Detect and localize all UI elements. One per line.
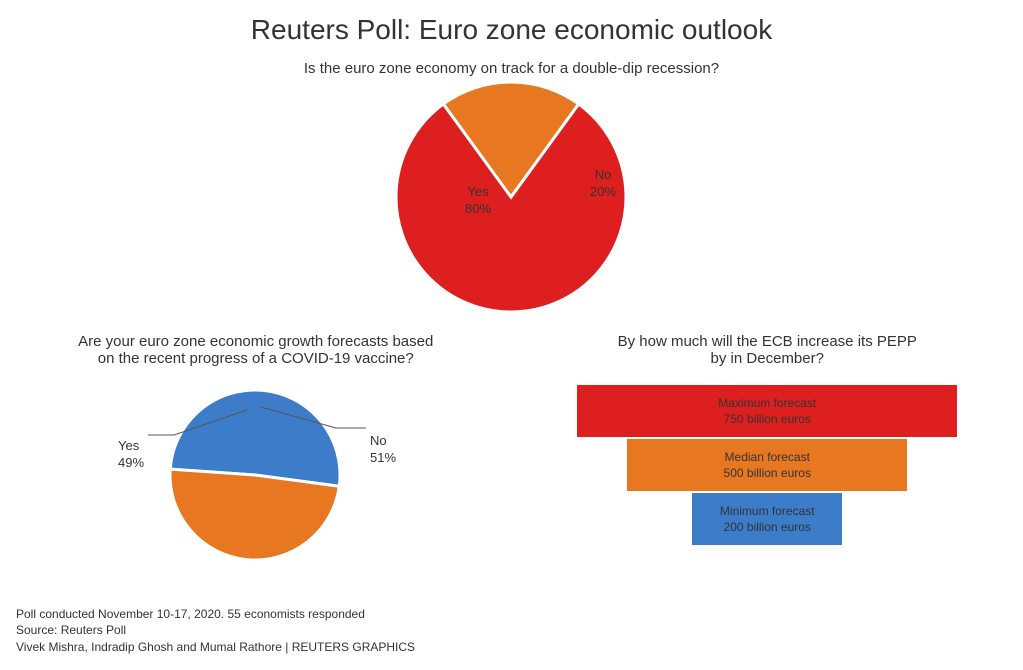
funnel-row-title: Median forecast bbox=[725, 449, 810, 465]
funnel-row-title: Maximum forecast bbox=[718, 395, 816, 411]
funnel-row-0: Maximum forecast750 billion euros bbox=[577, 385, 957, 437]
slice-label-yes: Yes 80% bbox=[465, 184, 491, 218]
pie1-chart: Yes 80% No 20% bbox=[0, 77, 1023, 315]
funnel-row-value: 500 billion euros bbox=[724, 465, 811, 481]
slice-ext-label-no: No 51% bbox=[370, 433, 396, 467]
funnel-row-1: Median forecast500 billion euros bbox=[627, 439, 907, 491]
funnel-chart: Maximum forecast750 billion eurosMedian … bbox=[577, 385, 957, 545]
funnel-question: By how much will the ECB increase its PE… bbox=[512, 333, 1023, 367]
slice-ext-label-yes: Yes 49% bbox=[118, 438, 144, 472]
slice-label-no: No 20% bbox=[590, 167, 616, 201]
page-title: Reuters Poll: Euro zone economic outlook bbox=[0, 0, 1023, 46]
funnel-row-value: 200 billion euros bbox=[724, 519, 811, 535]
footer-line3: Vivek Mishra, Indradip Ghosh and Mumal R… bbox=[16, 639, 415, 656]
funnel-row-value: 750 billion euros bbox=[724, 411, 811, 427]
pie2-chart: No 51% Yes 49% bbox=[0, 367, 511, 587]
funnel-row-title: Minimum forecast bbox=[720, 503, 815, 519]
pie2-question: Are your euro zone economic growth forec… bbox=[0, 333, 512, 367]
funnel-row-2: Minimum forecast200 billion euros bbox=[692, 493, 842, 545]
footer: Poll conducted November 10-17, 2020. 55 … bbox=[16, 606, 415, 656]
pie1-question: Is the euro zone economy on track for a … bbox=[0, 60, 1023, 77]
pie-slice-yes bbox=[170, 469, 339, 560]
footer-line1: Poll conducted November 10-17, 2020. 55 … bbox=[16, 606, 415, 623]
footer-line2: Source: Reuters Poll bbox=[16, 622, 415, 639]
